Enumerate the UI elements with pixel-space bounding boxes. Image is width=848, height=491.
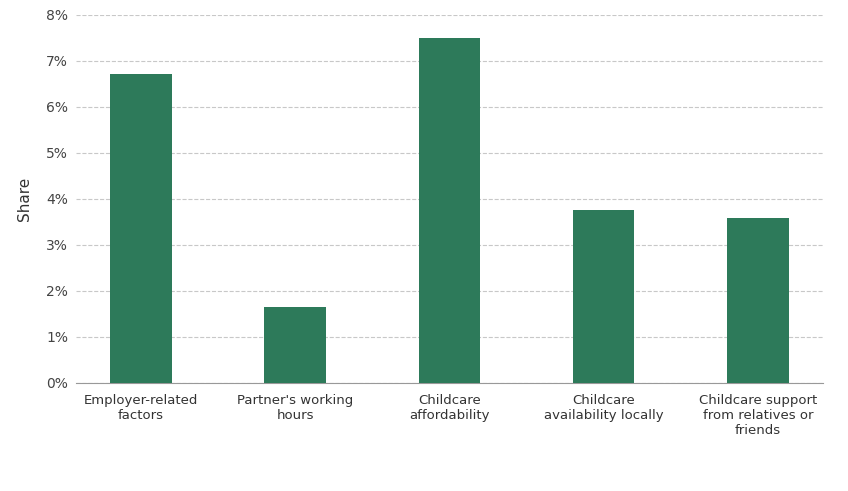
Y-axis label: Share: Share [17,177,32,221]
Bar [110,74,172,383]
Bar [727,218,789,383]
Bar [572,210,634,383]
Bar [419,38,480,383]
Bar [265,307,326,383]
